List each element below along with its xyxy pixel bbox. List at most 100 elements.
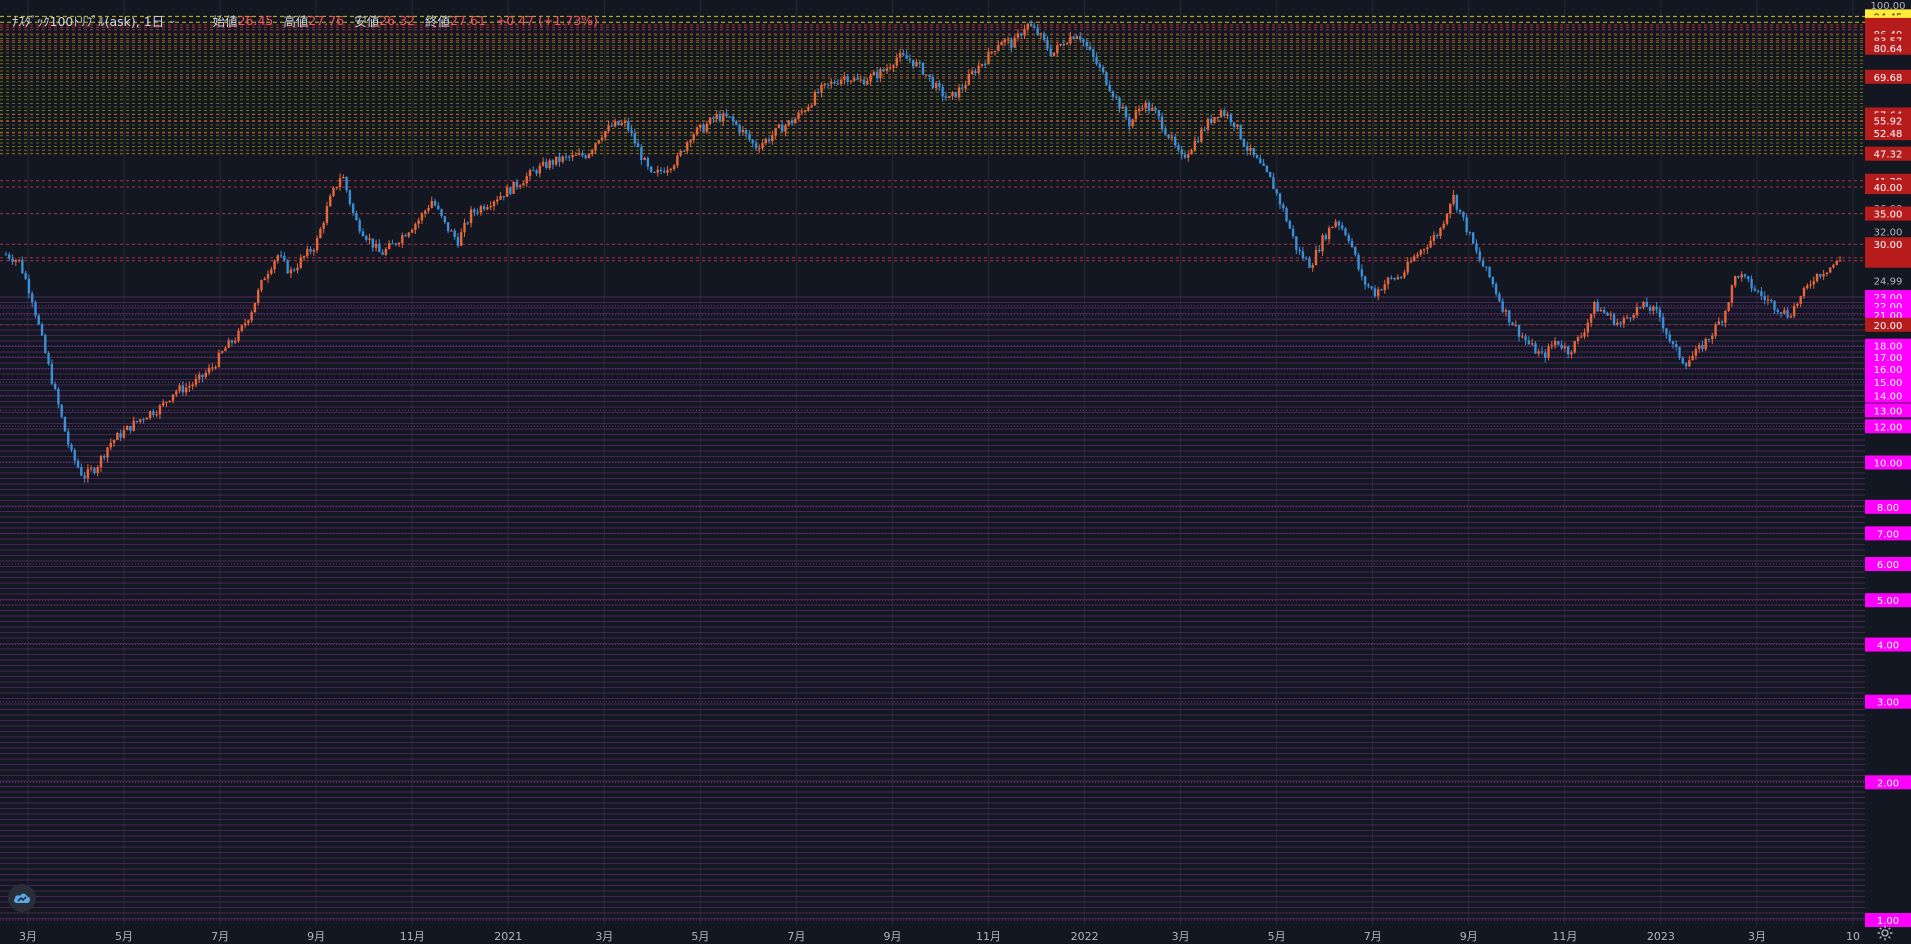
candle-down — [748, 134, 751, 140]
candle-down — [1720, 321, 1724, 323]
candle-down — [509, 187, 512, 194]
candle-down — [70, 444, 73, 451]
candle-up — [1131, 119, 1134, 127]
candle-up — [898, 53, 902, 58]
candle-down — [1399, 277, 1403, 279]
level-label-text: 14.00 — [1874, 392, 1903, 403]
candle-up — [686, 142, 689, 152]
candle-up — [669, 168, 673, 170]
candle-up — [1000, 42, 1003, 46]
x-tick-label: 2022 — [1071, 930, 1099, 943]
candle-up — [116, 433, 119, 440]
candle-up — [132, 420, 135, 431]
candle-up — [643, 157, 646, 161]
candle-up — [990, 51, 993, 53]
candle-up — [1003, 39, 1007, 43]
candle-down — [1458, 209, 1462, 212]
candle-up — [987, 51, 990, 65]
gear-icon[interactable] — [1876, 924, 1894, 942]
open-label: 始値 — [212, 13, 238, 29]
candle-down — [129, 425, 132, 431]
candle-down — [466, 222, 469, 224]
candle-down — [1701, 344, 1704, 350]
candle-down — [1639, 307, 1642, 309]
candle-up — [1635, 307, 1639, 316]
candle-down — [57, 388, 60, 405]
level-label-text: 6.00 — [1877, 560, 1899, 571]
candle-up — [1576, 337, 1580, 342]
candle-down — [1707, 338, 1711, 340]
candle-down — [1278, 193, 1282, 205]
candle-up — [1593, 301, 1596, 314]
candle-down — [1475, 243, 1478, 252]
candle-up — [460, 232, 463, 246]
level-label-text: 18.00 — [1874, 342, 1903, 353]
candle-up — [139, 419, 142, 422]
candle-down — [1088, 46, 1092, 50]
level-label-text: 21.00 — [1874, 311, 1903, 322]
candle-down — [1619, 322, 1622, 324]
candle-up — [145, 418, 149, 420]
candle-down — [1036, 28, 1039, 35]
candle-down — [433, 200, 437, 206]
candle-up — [1697, 344, 1701, 349]
candle-up — [518, 185, 522, 187]
candle-down — [1390, 277, 1393, 279]
candle-up — [1075, 36, 1079, 39]
candle-down — [1491, 277, 1495, 285]
candle-up — [1711, 335, 1714, 340]
candle-up — [256, 290, 260, 303]
grid — [27, 0, 1854, 926]
candle-down — [351, 203, 355, 213]
candle-up — [548, 160, 551, 168]
candle-up — [522, 183, 525, 186]
level-label-text: 35.00 — [1874, 210, 1903, 221]
candle-up — [319, 228, 322, 239]
level-label-box — [1865, 775, 1911, 790]
level-label-text: 13.00 — [1874, 406, 1903, 417]
candle-up — [220, 351, 224, 353]
candle-up — [234, 340, 237, 343]
candle-up — [607, 125, 610, 132]
candle-down — [1164, 129, 1167, 135]
candle-up — [384, 248, 388, 255]
horizontal-levels — [0, 15, 1865, 921]
level-label-text: 15.00 — [1874, 378, 1903, 389]
candle-down — [780, 124, 784, 132]
chevron-down-icon[interactable]: ⌄ — [168, 14, 177, 26]
candle-up — [165, 401, 168, 403]
x-tick-label: 10 — [1846, 930, 1860, 943]
candle-up — [329, 195, 332, 207]
level-label-text: 8.00 — [1877, 503, 1899, 514]
candle-down — [1488, 266, 1491, 278]
candle-up — [1311, 265, 1314, 268]
candle-up — [1812, 281, 1815, 285]
time-axis[interactable]: 3月 5月 7月 9月 11月 2021 3月 5月 7月 9月 11月 2022 3月 5月 7月 9月 11… — [19, 930, 1860, 943]
x-tick-label: 2021 — [494, 930, 522, 943]
candle-down — [712, 117, 715, 120]
candle-up — [803, 110, 807, 112]
candle-up — [1416, 254, 1419, 257]
candle-up — [1632, 315, 1635, 318]
candle-down — [1760, 291, 1763, 296]
candle-down — [630, 130, 633, 133]
symbol-title[interactable]: ﾅｽﾀﾞｯｸ100ﾄﾘﾌﾟﾙ(ask), 1日 — [12, 13, 165, 29]
candle-up — [951, 92, 954, 97]
tradingview-cloud-icon[interactable] — [8, 884, 36, 912]
candle-down — [1648, 306, 1652, 311]
candle-up — [450, 230, 453, 232]
y-tick-label: 100.00 — [1871, 1, 1906, 12]
candle-up — [823, 83, 826, 85]
x-tick-label: 11月 — [976, 930, 1001, 943]
level-label-text: 7.00 — [1877, 529, 1899, 540]
candle-down — [1268, 171, 1272, 178]
candle-down — [558, 156, 561, 162]
candle-down — [767, 138, 771, 142]
candle-up — [843, 76, 846, 80]
candle-down — [1678, 346, 1681, 359]
candle-down — [1763, 295, 1766, 301]
candle-up — [122, 430, 126, 438]
candle-up — [656, 169, 659, 173]
